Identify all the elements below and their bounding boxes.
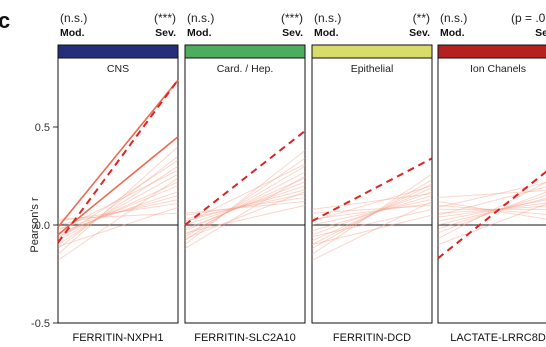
panel-frame xyxy=(437,57,546,324)
series-line xyxy=(57,185,179,236)
series-line xyxy=(57,191,179,234)
series-line xyxy=(311,173,433,255)
series-line xyxy=(311,202,433,220)
series-line xyxy=(57,195,179,230)
panel-title: CNS xyxy=(107,63,129,75)
x-axis-label: FERRITIN-DCD xyxy=(333,332,411,344)
series-line xyxy=(184,189,306,222)
x-axis-label: FERRITIN-NXPH1 xyxy=(72,332,163,344)
panel-header-bar xyxy=(311,44,433,59)
series-line xyxy=(311,214,433,246)
panel-2: (n.s.) (***) Mod. Sev. Card. / Hep. FERRITIN-… xyxy=(184,11,306,344)
series-line xyxy=(184,177,306,232)
panels: (n.s.) (***)Mod. Sev.CNSFERRITIN-NXPH1(n.s… xyxy=(57,11,546,344)
series-line xyxy=(311,185,433,222)
series-line xyxy=(311,179,433,249)
panel-1: (n.s.) (***) Mod. Sev. CNS FERRITIN-NXPH1 xyxy=(57,11,179,344)
panel-title: Epithelial xyxy=(351,63,394,75)
significance-moderate: (n.s.) xyxy=(314,11,341,25)
series-line xyxy=(57,165,179,246)
series-line xyxy=(311,195,433,232)
series-line xyxy=(311,208,433,238)
highlight-dashed-line xyxy=(184,130,306,226)
significance-severe: (p = .06) xyxy=(511,11,546,25)
series-line xyxy=(184,191,306,240)
group-label-moderate: Mod. xyxy=(314,27,339,39)
highlight-dashed-line xyxy=(57,79,179,244)
series-line xyxy=(437,203,546,246)
panel-header-bar xyxy=(437,44,546,59)
panel-frame xyxy=(57,57,179,324)
series-line xyxy=(184,200,306,214)
series-line xyxy=(184,204,306,234)
series-line xyxy=(311,191,433,236)
series-line xyxy=(57,169,179,232)
series-line xyxy=(57,159,179,240)
significance-severe: (***) xyxy=(154,11,176,25)
series-line xyxy=(311,201,433,261)
panel-frame xyxy=(184,57,306,324)
y-tick-label: 0.0 xyxy=(35,220,50,232)
series-line xyxy=(437,182,546,208)
series-line xyxy=(311,187,433,242)
series-line xyxy=(184,181,306,230)
series-line xyxy=(57,181,179,238)
series-line xyxy=(184,185,306,226)
highlight-dashed-line xyxy=(311,157,433,222)
panel-3: (n.s.) (**) Mod. Sev. Epithelial FERRITIN-DCD xyxy=(311,11,433,344)
significance-moderate: (n.s.) xyxy=(60,11,87,25)
series-line xyxy=(57,146,179,255)
series-line xyxy=(184,171,306,236)
panel-title: Ion Chanels xyxy=(470,63,526,75)
y-axis-label: Pearson's r xyxy=(29,197,41,253)
significance-moderate: (n.s.) xyxy=(440,11,467,25)
series-line xyxy=(57,206,179,248)
emphasized-line xyxy=(57,79,179,228)
panel-frame xyxy=(311,57,433,324)
series-line xyxy=(57,156,179,249)
group-label-severe: Sev. xyxy=(155,27,176,39)
series-line xyxy=(184,193,306,220)
series-line xyxy=(184,163,306,224)
series-line xyxy=(311,183,433,246)
x-axis-label: FERRITIN-SLC2A10 xyxy=(194,332,295,344)
series-line xyxy=(184,165,306,238)
y-tick-label: -0.5 xyxy=(31,318,50,330)
panel-4: (n.s.) (p = .06) Mod. Sev. Ion Chanels LACTAT… xyxy=(437,11,546,344)
y-tick-label: 0.5 xyxy=(35,122,50,134)
series-line xyxy=(437,190,546,199)
panel-header-bar xyxy=(184,44,306,59)
series-line xyxy=(311,199,433,226)
series-line xyxy=(184,175,306,249)
group-label-severe: Sev. xyxy=(282,27,303,39)
group-label-moderate: Mod. xyxy=(440,27,465,39)
panel-label: c xyxy=(0,8,10,33)
series-line xyxy=(437,186,546,216)
group-label-moderate: Mod. xyxy=(60,27,85,39)
series-line xyxy=(184,150,306,245)
x-axis-label: LACTATE-LRRC8D xyxy=(450,332,546,344)
series-line xyxy=(57,177,179,261)
series-line xyxy=(57,199,179,226)
significance-severe: (**) xyxy=(413,11,430,25)
group-label-moderate: Mod. xyxy=(187,27,212,39)
group-label-severe: Sev. xyxy=(535,27,546,39)
panel-header-bar xyxy=(57,44,179,59)
series-line xyxy=(57,173,179,242)
series-line xyxy=(311,193,433,210)
series-line xyxy=(311,204,433,214)
series-line xyxy=(184,157,306,242)
emphasized-line xyxy=(57,136,179,236)
highlight-dashed-line xyxy=(437,170,546,260)
series-line xyxy=(184,197,306,216)
y-axis: 0.5 0.0 -0.5 xyxy=(31,122,58,330)
group-label-severe: Sev. xyxy=(409,27,430,39)
significance-moderate: (n.s.) xyxy=(187,11,214,25)
significance-severe: (***) xyxy=(281,11,303,25)
series-line xyxy=(437,181,546,240)
panel-title: Card. / Hep. xyxy=(217,63,274,75)
